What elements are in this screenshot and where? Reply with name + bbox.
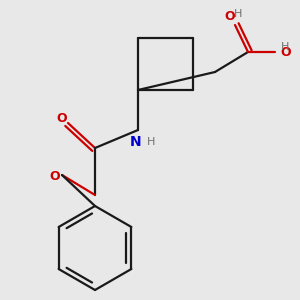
Text: H: H — [147, 137, 155, 147]
Text: O: O — [225, 11, 235, 23]
Text: H: H — [281, 42, 289, 52]
Text: N: N — [130, 135, 142, 149]
Text: O: O — [50, 170, 60, 184]
Text: O: O — [57, 112, 67, 124]
Text: O: O — [280, 46, 291, 59]
Text: H: H — [234, 9, 242, 19]
